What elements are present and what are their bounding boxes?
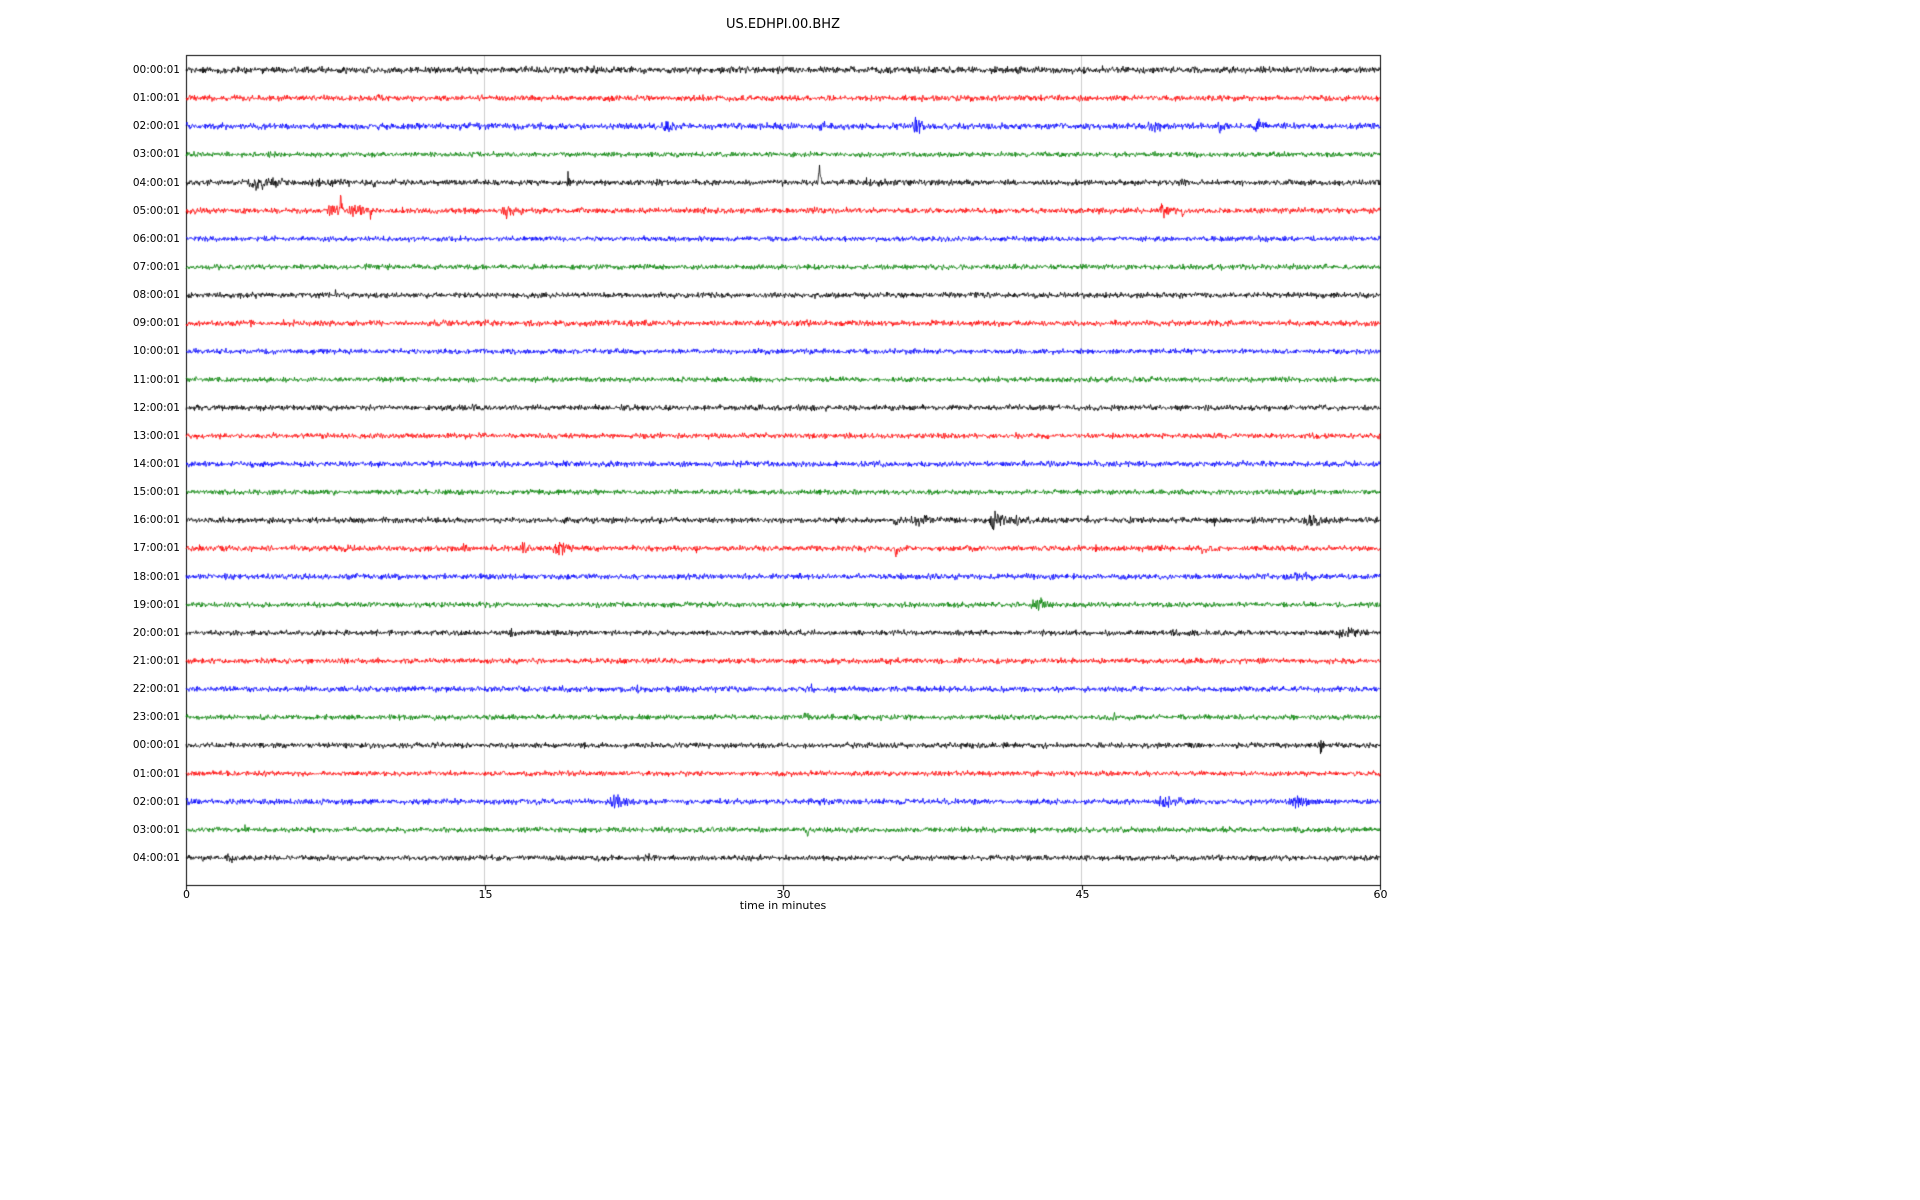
row-label: 22:00:01 (132, 683, 180, 696)
chart-title: US.EDHPI.00.BHZ (726, 17, 840, 32)
row-label: 09:00:01 (132, 317, 180, 330)
row-label: 18:00:01 (132, 570, 180, 583)
row-label: 02:00:01 (132, 795, 180, 808)
row-label: 13:00:01 (132, 429, 180, 442)
row-label: 20:00:01 (132, 626, 180, 639)
row-label: 17:00:01 (132, 542, 180, 555)
x-tick-label: 30 (776, 888, 791, 901)
row-label: 07:00:01 (132, 260, 180, 273)
row-label: 04:00:01 (132, 176, 180, 189)
row-label: 23:00:01 (132, 711, 180, 724)
x-axis-label: time in minutes (739, 899, 827, 912)
row-label: 14:00:01 (132, 457, 180, 470)
row-label: 10:00:01 (132, 345, 180, 358)
row-label: 08:00:01 (132, 289, 180, 302)
row-label: 19:00:01 (132, 598, 180, 611)
row-label: 00:00:01 (132, 739, 180, 752)
row-label: 15:00:01 (132, 486, 180, 499)
row-label: 03:00:01 (132, 148, 180, 161)
row-label: 21:00:01 (132, 654, 180, 667)
x-tick-label: 0 (183, 888, 190, 901)
row-label: 01:00:01 (132, 92, 180, 105)
x-tick-label: 15 (478, 888, 493, 901)
row-label: 01:00:01 (132, 767, 180, 780)
row-label: 16:00:01 (132, 514, 180, 527)
x-tick-label: 45 (1075, 888, 1090, 901)
row-label: 05:00:01 (132, 204, 180, 217)
row-label: 06:00:01 (132, 232, 180, 245)
row-label: 03:00:01 (132, 823, 180, 836)
row-label: 00:00:01 (132, 64, 180, 76)
row-label: 11:00:01 (132, 373, 180, 386)
row-label: 02:00:01 (132, 120, 180, 133)
row-label: 04:00:01 (132, 851, 180, 864)
row-label: 12:00:01 (132, 401, 180, 414)
x-tick-label: 60 (1373, 888, 1388, 901)
